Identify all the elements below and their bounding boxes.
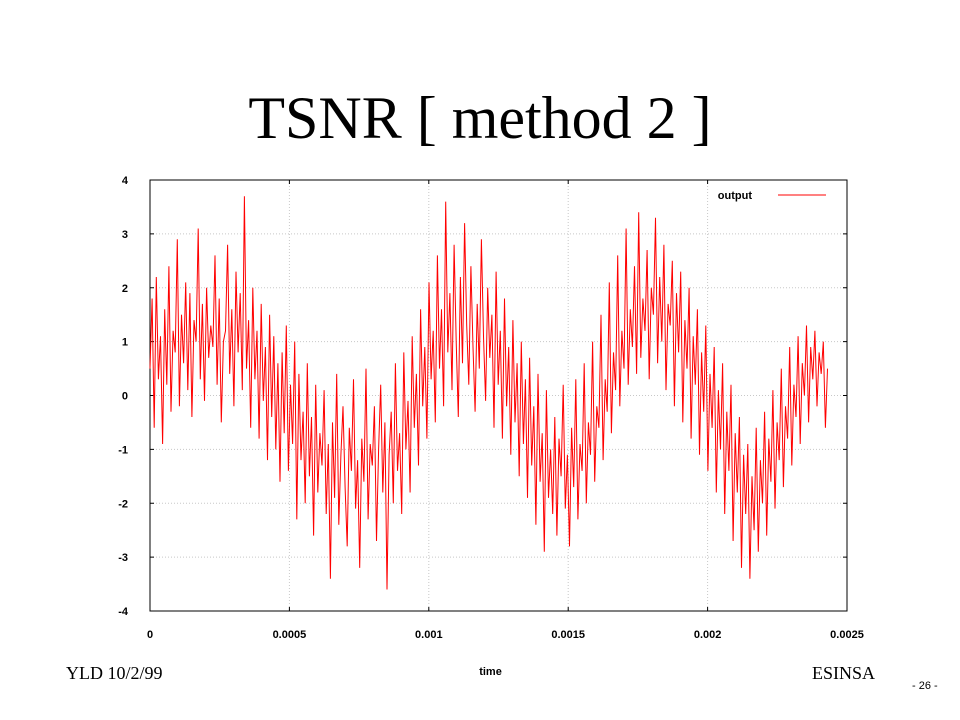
series-line-output bbox=[149, 196, 828, 590]
x-axis-title: time bbox=[479, 666, 502, 678]
y-tick-label: -1 bbox=[118, 444, 128, 456]
legend: output bbox=[718, 190, 826, 202]
y-tick-label: -3 bbox=[118, 552, 128, 564]
x-axis-labels: 0 0.0005 0.001 0.0015 0.002 0.0025 bbox=[147, 629, 864, 641]
y-tick-label: -2 bbox=[118, 498, 128, 510]
x-tick-label: 0.0005 bbox=[273, 629, 307, 641]
y-tick-label: 3 bbox=[122, 229, 128, 241]
x-tick-label: 0 bbox=[147, 629, 153, 641]
x-tick-label: 0.001 bbox=[415, 629, 443, 641]
axis-ticks bbox=[149, 179, 848, 612]
legend-label-output: output bbox=[718, 190, 753, 202]
page-number: - 26 - bbox=[912, 680, 938, 692]
footer-date: YLD 10/2/99 bbox=[66, 663, 163, 683]
y-tick-label: 4 bbox=[122, 175, 129, 187]
x-tick-label: 0.002 bbox=[694, 629, 722, 641]
x-tick-label: 0.0015 bbox=[551, 629, 585, 641]
slide-title: TSNR [ method 2 ] bbox=[248, 85, 712, 151]
series-group bbox=[149, 196, 828, 590]
y-tick-label: -4 bbox=[118, 606, 129, 618]
y-axis-labels: 4 3 2 1 0 -1 -2 -3 -4 bbox=[118, 175, 129, 618]
x-tick-label: 0.0025 bbox=[830, 629, 864, 641]
y-tick-label: 0 bbox=[122, 391, 128, 403]
footer-org: ESINSA bbox=[812, 663, 876, 683]
y-tick-label: 1 bbox=[122, 337, 128, 349]
y-tick-label: 2 bbox=[122, 283, 128, 295]
chart-grid bbox=[150, 180, 847, 611]
